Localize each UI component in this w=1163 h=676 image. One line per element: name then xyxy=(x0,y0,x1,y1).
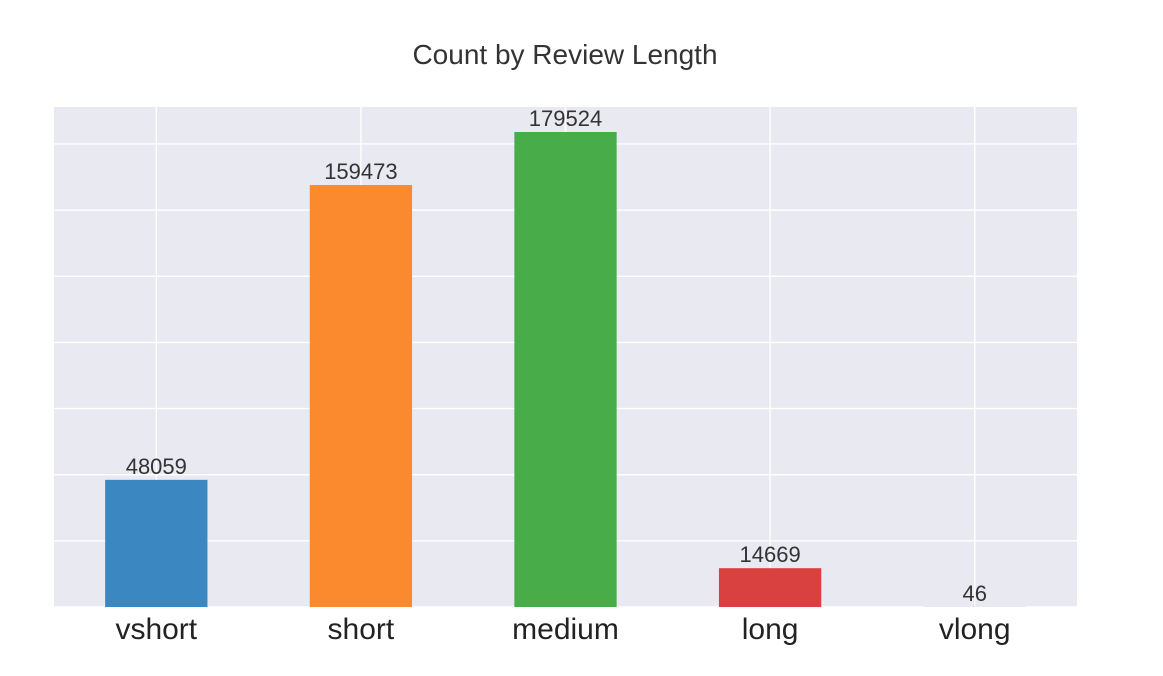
x-tick-labels: vshort short medium long vlong xyxy=(115,613,1010,646)
bar-medium xyxy=(514,132,617,607)
x-tick-vshort: vshort xyxy=(115,613,197,646)
data-labels: 48059 159473 179524 14669 46 xyxy=(126,106,987,606)
data-label-short: 159473 xyxy=(324,159,397,184)
data-label-medium: 179524 xyxy=(529,106,602,131)
bar-short xyxy=(309,185,413,607)
chart-title: Count by Review Length xyxy=(412,39,717,70)
x-tick-medium: medium xyxy=(512,613,619,646)
data-label-long: 14669 xyxy=(740,542,801,567)
x-tick-vlong: vlong xyxy=(939,613,1011,646)
data-label-vlong: 46 xyxy=(962,581,986,606)
bar-long xyxy=(718,568,822,607)
data-label-vshort: 48059 xyxy=(126,454,187,479)
bars xyxy=(105,132,1026,607)
bar-vshort xyxy=(105,479,208,607)
x-tick-long: long xyxy=(742,613,799,646)
x-tick-short: short xyxy=(328,613,395,646)
